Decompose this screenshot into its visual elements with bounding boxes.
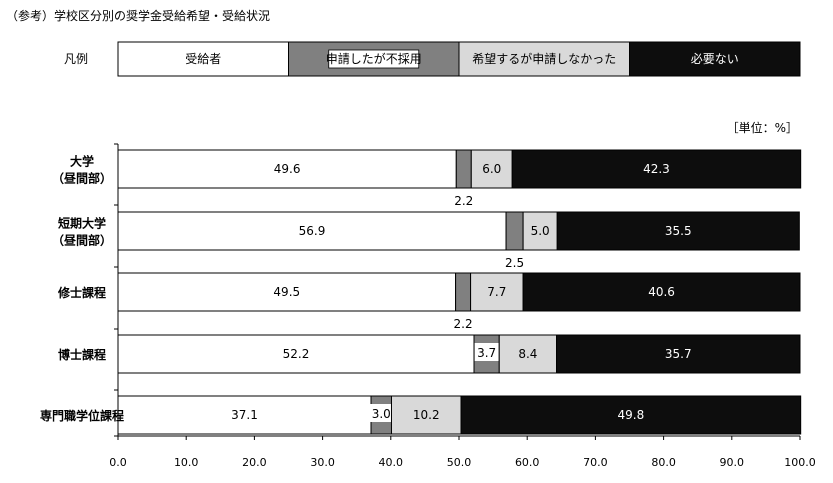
data-label: 7.7 (487, 285, 506, 299)
category-label: 大学 (70, 154, 94, 169)
bar-segment (511, 149, 802, 189)
bar-segment (455, 272, 472, 312)
legend-entry-2: 希望するが申請しなかった (472, 51, 616, 66)
bar-segment (117, 334, 475, 374)
x-axis: 0.0 10.0 20.0 30.0 40.0 50.0 60.0 70.0 80.0 90.0 1… (109, 143, 816, 469)
data-label: 42.3 (643, 162, 670, 176)
x-tick-label: 60.0 (515, 456, 540, 469)
bar-segment (505, 211, 524, 251)
bar-segment (470, 272, 524, 312)
data-label: 35.7 (665, 347, 692, 361)
legend-swatch-3 (629, 41, 801, 77)
data-label: 52.2 (283, 347, 310, 361)
bars: 49.6 2.2 6.0 42.3 56.9 2.5 5.0 35.5 49.5 2.2 7.7 40… (117, 149, 802, 435)
data-label-box (474, 343, 499, 361)
bar-segment (460, 395, 802, 435)
data-label: 3.0 (372, 407, 391, 421)
legend-entry-0: 受給者 (185, 52, 221, 66)
x-tick-label: 40.0 (379, 456, 404, 469)
data-label: 49.6 (274, 162, 301, 176)
x-tick-label: 70.0 (583, 456, 608, 469)
data-label: 37.1 (231, 408, 258, 422)
data-label: 5.0 (531, 224, 550, 238)
x-tick-label: 100.0 (784, 456, 816, 469)
legend: 受給者 申請したが不採用 希望するが申請しなかった 必要ない (117, 41, 801, 77)
data-label: 3.7 (477, 346, 496, 360)
bar-segment (470, 149, 513, 189)
bar-segment (390, 395, 462, 435)
x-tick-label: 90.0 (720, 456, 745, 469)
category-label: （昼間部） (52, 233, 112, 248)
data-label: 49.5 (273, 285, 300, 299)
data-label: 2.5 (505, 256, 524, 270)
legend-entry-3: 必要ない (691, 52, 739, 66)
x-tick-label: 30.0 (310, 456, 335, 469)
bar-segment (117, 149, 457, 189)
data-label: 2.2 (454, 317, 473, 331)
category-label: 短期大学 (58, 216, 106, 231)
bar-segment (522, 211, 558, 251)
x-tick-label: 20.0 (242, 456, 267, 469)
legend-entry-1: 申請したが不採用 (326, 51, 422, 66)
data-label: 56.9 (299, 224, 326, 238)
bar-segment (117, 272, 457, 312)
legend-swatch-0 (117, 41, 289, 77)
bar-segment (556, 211, 800, 251)
data-label-box (369, 404, 394, 422)
bar-segment (117, 395, 372, 435)
data-label: 6.0 (482, 162, 501, 176)
bar-segment (522, 272, 801, 312)
x-tick-label: 50.0 (447, 456, 472, 469)
category-label: （昼間部） (52, 171, 112, 186)
bar-segment (498, 334, 558, 374)
data-label: 10.2 (413, 408, 440, 422)
chart-title: （参考）学校区分別の奨学金受給希望・受給状況 (6, 8, 270, 23)
x-tick-label: 80.0 (651, 456, 676, 469)
data-label: 2.2 (454, 194, 473, 208)
category-label: 博士課程 (58, 347, 106, 362)
data-label: 35.5 (665, 224, 692, 238)
legend-swatch-2 (458, 41, 630, 77)
x-tick-label: 0.0 (109, 456, 127, 469)
data-label: 40.6 (648, 285, 675, 299)
category-label: 専門職学位課程 (40, 408, 124, 423)
bar-segment (556, 334, 801, 374)
data-label: 8.4 (518, 347, 537, 361)
data-label: 49.8 (618, 408, 645, 422)
legend-label-box (328, 49, 420, 69)
category-label: 修士課程 (57, 285, 106, 300)
unit-label: ［単位：%］ (727, 120, 798, 135)
legend-title: 凡例 (64, 52, 88, 66)
x-tick-label: 10.0 (174, 456, 199, 469)
bar-segment (455, 149, 472, 189)
